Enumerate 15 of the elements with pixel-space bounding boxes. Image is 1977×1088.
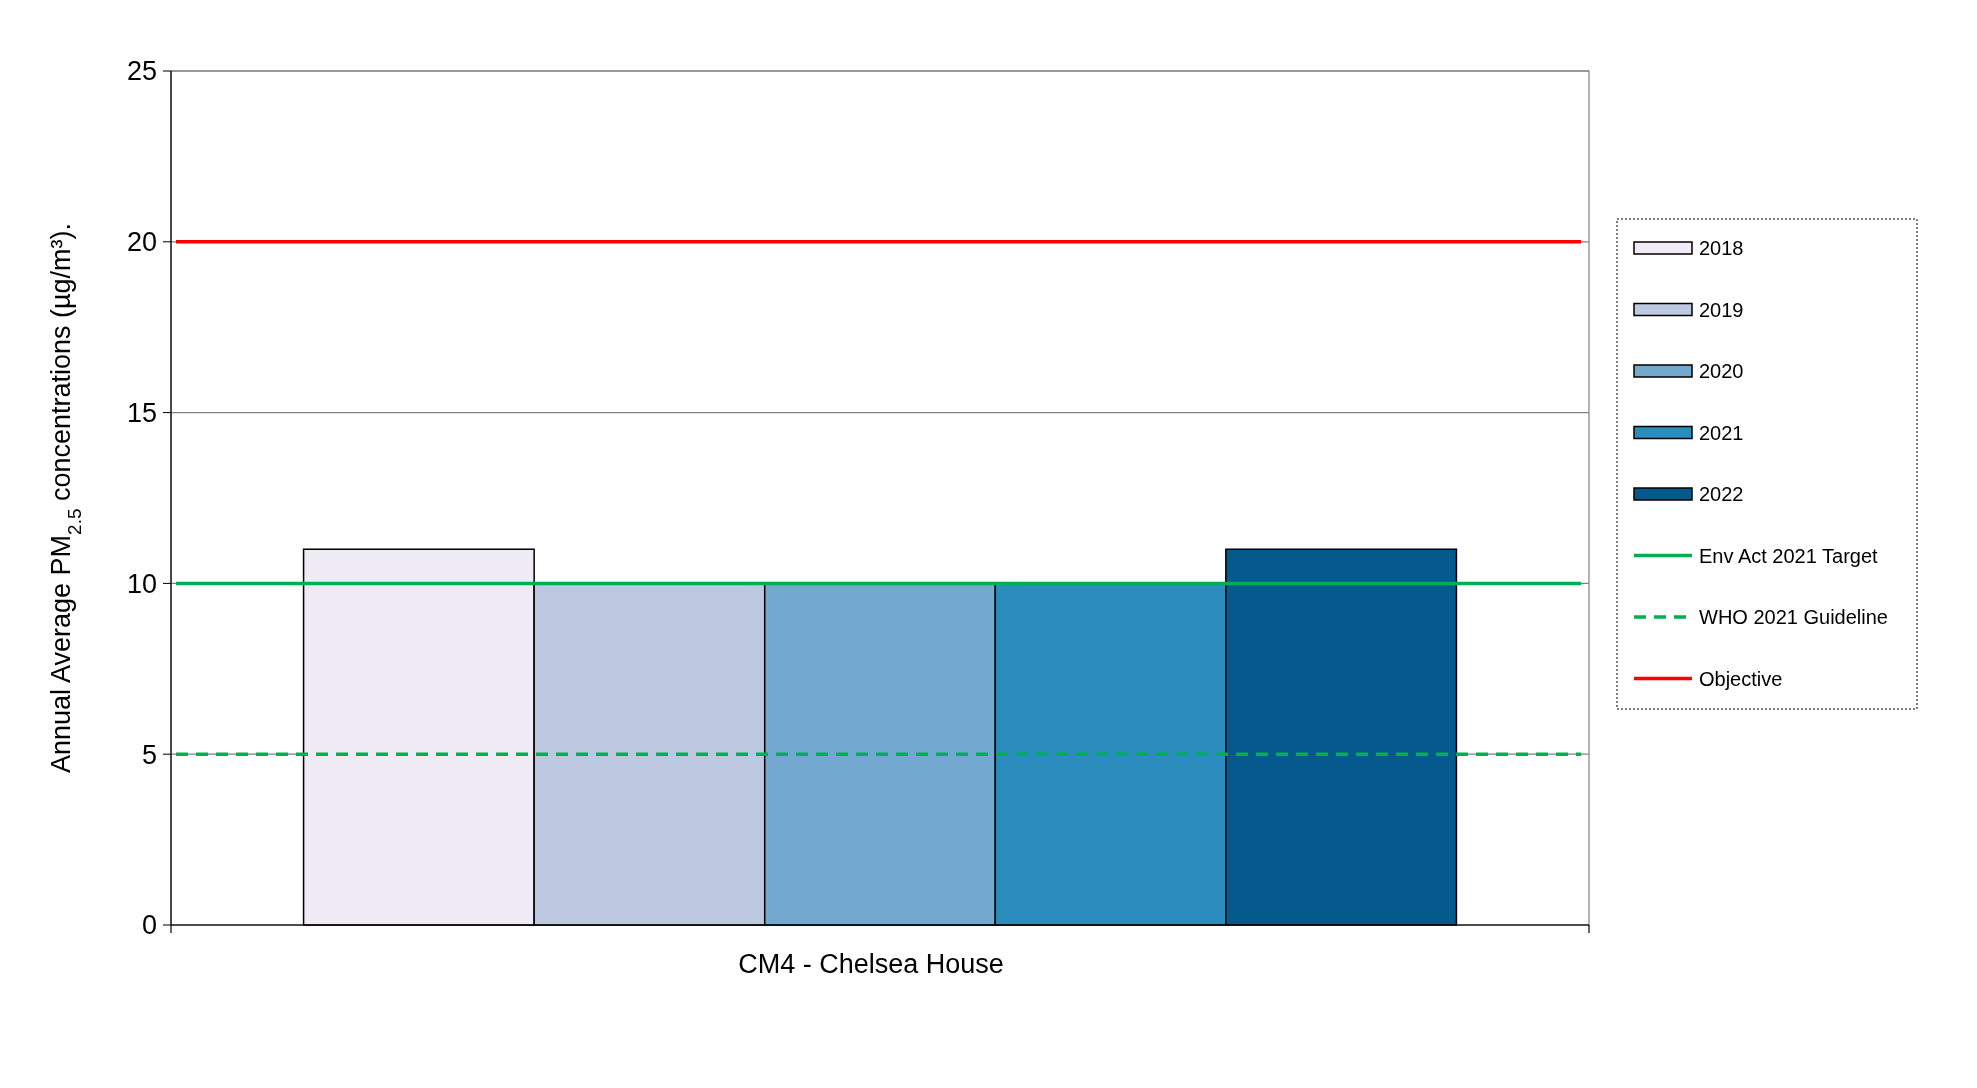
y-tick-label: 25 [126,56,157,87]
legend-label: Env Act 2021 Target [1699,544,1879,567]
y-tick-label: 20 [126,227,157,258]
legend-label: WHO 2021 Guideline [1699,606,1888,628]
y-tick-label: 5 [141,739,157,770]
y-tick-label: 0 [141,910,157,941]
legend-label: Objective [1699,667,1783,690]
legend-label: 2019 [1699,298,1744,321]
legend-label: 2020 [1699,360,1744,382]
y-tick-label: 10 [126,568,157,599]
x-tick-label: CM4 - Chelsea House [738,949,1004,979]
legend-label: 2021 [1699,421,1744,444]
legend-label: 2018 [1699,237,1744,259]
y-tick-label: 15 [126,398,157,429]
legend-label: 2022 [1699,483,1744,505]
